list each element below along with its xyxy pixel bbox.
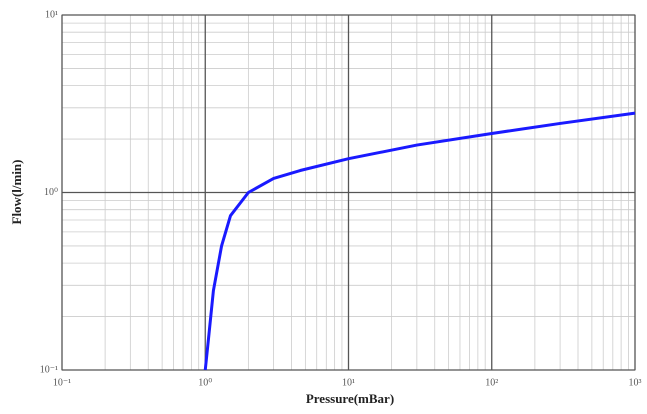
x-tick-label: 10⁻¹	[53, 377, 71, 388]
x-tick-label: 10¹	[342, 377, 355, 388]
x-tick-label: 10²	[485, 377, 498, 388]
data-line	[203, 111, 636, 371]
y-tick-label: 10⁻¹	[40, 364, 58, 375]
x-tick-label: 10⁰	[198, 377, 212, 388]
y-axis-label: Flow(l/min)	[9, 160, 24, 225]
x-axis-label: Pressure(mBar)	[306, 391, 394, 406]
y-tick-label: 10¹	[45, 9, 58, 20]
x-tick-label: 10³	[629, 377, 642, 388]
y-tick-label: 10⁰	[44, 187, 58, 198]
